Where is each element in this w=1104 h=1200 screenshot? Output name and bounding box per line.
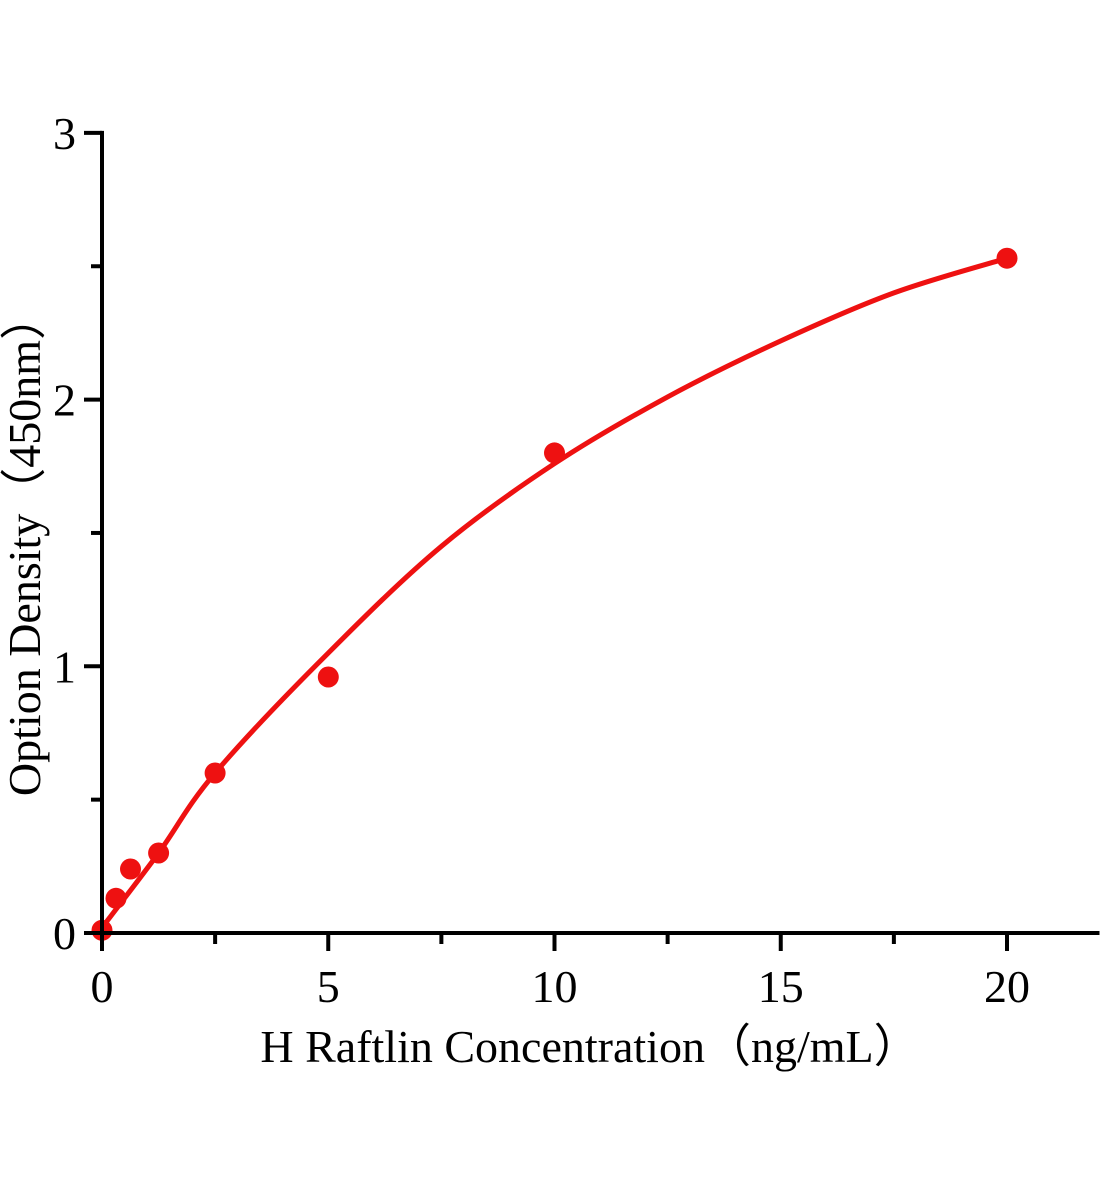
series-layer xyxy=(91,247,1018,941)
x-axis-ticks xyxy=(100,933,1009,951)
x-axis-title: H Raftlin Concentration（ng/mL） xyxy=(260,1021,919,1072)
data-point xyxy=(204,762,226,784)
y-tick-label: 0 xyxy=(53,908,76,959)
axes-layer: 0 5 10 15 20 0 1 2 3 xyxy=(53,108,1100,1012)
x-tick-label: 5 xyxy=(317,961,340,1012)
data-points xyxy=(91,247,1018,941)
y-axis-title: Option Density（450nm） xyxy=(0,294,50,796)
y-axis-ticks xyxy=(84,130,102,935)
x-tick-label: 15 xyxy=(758,961,804,1012)
x-axis-tick-labels: 0 5 10 15 20 xyxy=(91,961,1031,1012)
data-point xyxy=(148,842,170,864)
y-axis-tick-labels: 0 1 2 3 xyxy=(53,108,76,959)
data-point xyxy=(120,858,141,880)
data-point xyxy=(317,666,339,688)
fit-curve-line xyxy=(99,255,1010,931)
data-point xyxy=(996,247,1018,269)
data-point xyxy=(105,887,127,909)
x-tick-label: 0 xyxy=(91,961,114,1012)
y-tick-label: 1 xyxy=(53,641,76,692)
x-tick-label: 20 xyxy=(984,961,1030,1012)
y-tick-label: 3 xyxy=(53,108,76,159)
x-tick-label: 10 xyxy=(532,961,578,1012)
y-tick-label: 2 xyxy=(53,375,76,426)
data-point xyxy=(544,442,565,464)
